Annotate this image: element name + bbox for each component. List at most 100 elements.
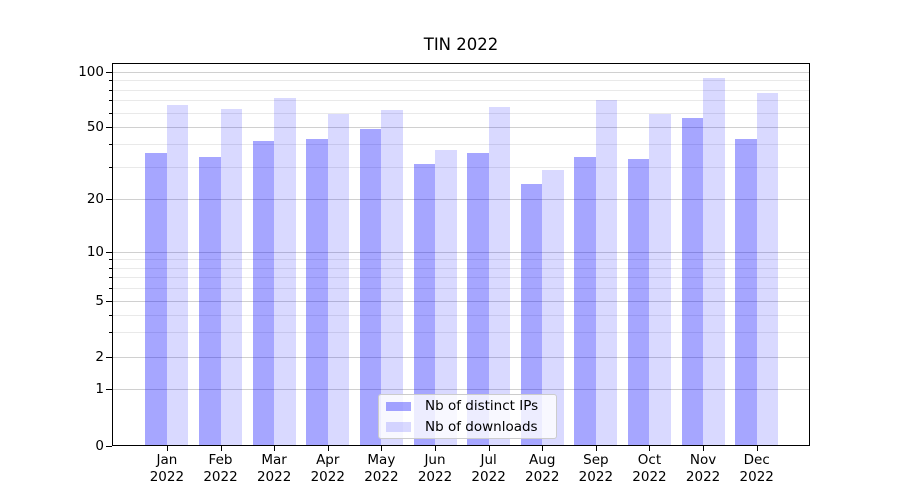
x-label-month: Mar bbox=[261, 452, 287, 468]
gridline-minor-9 bbox=[113, 259, 809, 261]
y-minor-tick-60 bbox=[109, 112, 112, 114]
y-tick-label-20: 20 bbox=[86, 190, 104, 207]
gridline-minor-90 bbox=[113, 80, 809, 82]
x-tick-label-jan-2022: Jan 2022 bbox=[150, 452, 184, 485]
y-minor-tick-4 bbox=[109, 314, 112, 316]
bar-nb-of-downloads-mar bbox=[274, 98, 296, 445]
gridline-major-5 bbox=[113, 301, 809, 302]
x-tick-label-jul-2022: Jul 2022 bbox=[471, 452, 505, 485]
y-tick-label-50: 50 bbox=[86, 119, 104, 135]
x-tick-may bbox=[381, 446, 383, 451]
legend-swatch-distinct-ips bbox=[386, 401, 411, 411]
bar-nb-of-distinct-ips-jan bbox=[145, 152, 167, 445]
gridline-major-100 bbox=[113, 72, 809, 73]
chart-title: TIN 2022 bbox=[423, 35, 499, 54]
bar-nb-of-distinct-ips-nov bbox=[681, 118, 704, 445]
x-label-year: 2022 bbox=[739, 468, 774, 485]
x-tick-aug bbox=[542, 446, 544, 451]
y-tick-1 bbox=[106, 389, 112, 390]
gridline-minor-7 bbox=[113, 277, 809, 279]
y-tick-label-0: 0 bbox=[95, 438, 104, 454]
x-tick-dec bbox=[756, 446, 758, 451]
x-label-month: Apr bbox=[316, 452, 340, 468]
legend-item-distinct-ips: Nb of distinct IPs bbox=[386, 397, 549, 416]
y-minor-tick-8 bbox=[109, 267, 112, 269]
x-label-month: Feb bbox=[208, 452, 233, 468]
bar-nb-of-downloads-jun bbox=[435, 150, 457, 445]
y-minor-tick-6 bbox=[109, 288, 112, 290]
x-tick-label-sep-2022: Sep 2022 bbox=[579, 452, 613, 485]
bar-nb-of-distinct-ips-feb bbox=[199, 157, 221, 445]
legend: Nb of distinct IPs Nb of downloads bbox=[378, 394, 557, 439]
x-tick-label-apr-2022: Apr 2022 bbox=[311, 452, 345, 485]
y-tick-label-100: 100 bbox=[78, 64, 104, 80]
x-tick-mar bbox=[274, 446, 276, 451]
gridline-minor-30 bbox=[113, 166, 809, 168]
x-tick-label-oct-2022: Oct 2022 bbox=[632, 452, 666, 485]
legend-swatch-downloads bbox=[386, 422, 411, 432]
bar-nb-of-downloads-apr bbox=[327, 113, 350, 445]
x-tick-jun bbox=[435, 446, 436, 451]
x-label-month: Oct bbox=[637, 452, 662, 468]
x-tick-label-nov-2022: Nov 2022 bbox=[686, 452, 720, 485]
x-tick-label-may-2022: May 2022 bbox=[364, 452, 398, 485]
x-label-month: Jul bbox=[480, 452, 497, 468]
y-minor-tick-3 bbox=[109, 332, 112, 334]
x-label-year: 2022 bbox=[364, 468, 399, 485]
y-minor-tick-30 bbox=[109, 166, 112, 168]
bar-nb-of-distinct-ips-apr bbox=[306, 138, 328, 445]
bar-nb-of-downloads-dec bbox=[756, 92, 779, 445]
legend-label-distinct-ips: Nb of distinct IPs bbox=[425, 398, 539, 415]
x-tick-sep bbox=[595, 446, 597, 451]
x-tick-apr bbox=[327, 446, 329, 451]
bar-nb-of-downloads-sep bbox=[595, 100, 618, 445]
x-label-year: 2022 bbox=[417, 468, 453, 485]
y-tick-5 bbox=[106, 301, 112, 302]
x-label-month: Nov bbox=[689, 452, 717, 468]
bar-nb-of-distinct-ips-jul bbox=[467, 152, 489, 445]
bar-nb-of-downloads-jan bbox=[166, 104, 189, 445]
x-label-year: 2022 bbox=[149, 468, 185, 485]
bar-nb-of-downloads-feb bbox=[220, 108, 243, 445]
y-tick-label-1: 1 bbox=[95, 381, 104, 397]
x-label-year: 2022 bbox=[310, 468, 345, 485]
x-label-year: 2022 bbox=[578, 468, 614, 485]
y-tick-label-5: 5 bbox=[95, 293, 104, 309]
x-tick-feb bbox=[220, 446, 222, 451]
x-label-year: 2022 bbox=[256, 468, 292, 485]
y-tick-100 bbox=[106, 72, 112, 73]
gridline-major-10 bbox=[113, 252, 809, 253]
legend-label-downloads: Nb of downloads bbox=[425, 418, 538, 435]
x-tick-nov bbox=[703, 446, 705, 451]
gridline-minor-8 bbox=[113, 267, 809, 269]
gridline-minor-40 bbox=[113, 144, 809, 146]
bar-nb-of-distinct-ips-sep bbox=[574, 157, 596, 445]
gridline-minor-4 bbox=[113, 314, 809, 316]
x-label-month: Dec bbox=[743, 452, 770, 468]
bar-nb-of-distinct-ips-aug bbox=[520, 184, 543, 445]
gridline-major-2 bbox=[113, 357, 809, 358]
y-tick-20 bbox=[106, 198, 112, 200]
x-tick-label-feb-2022: Feb 2022 bbox=[203, 452, 237, 485]
y-tick-0 bbox=[106, 446, 112, 447]
x-label-year: 2022 bbox=[525, 468, 560, 485]
y-minor-tick-70 bbox=[109, 100, 112, 102]
x-tick-jul bbox=[488, 446, 490, 451]
bar-nb-of-downloads-may bbox=[381, 109, 403, 445]
bar-nb-of-distinct-ips-oct bbox=[627, 159, 650, 445]
y-minor-tick-7 bbox=[109, 277, 112, 279]
gridline-minor-6 bbox=[113, 288, 809, 290]
bar-nb-of-downloads-aug bbox=[542, 169, 564, 445]
gridline-major-20 bbox=[113, 198, 809, 200]
gridline-minor-70 bbox=[113, 100, 809, 102]
x-label-month: Sep bbox=[583, 452, 609, 468]
y-tick-label-10: 10 bbox=[86, 244, 104, 260]
bar-nb-of-distinct-ips-dec bbox=[735, 138, 757, 445]
legend-item-downloads: Nb of downloads bbox=[386, 418, 549, 437]
bar-nb-of-distinct-ips-may bbox=[359, 128, 382, 445]
y-minor-tick-80 bbox=[109, 89, 112, 91]
bar-nb-of-downloads-nov bbox=[703, 77, 725, 445]
x-label-year: 2022 bbox=[471, 468, 506, 485]
y-tick-10 bbox=[106, 252, 112, 253]
